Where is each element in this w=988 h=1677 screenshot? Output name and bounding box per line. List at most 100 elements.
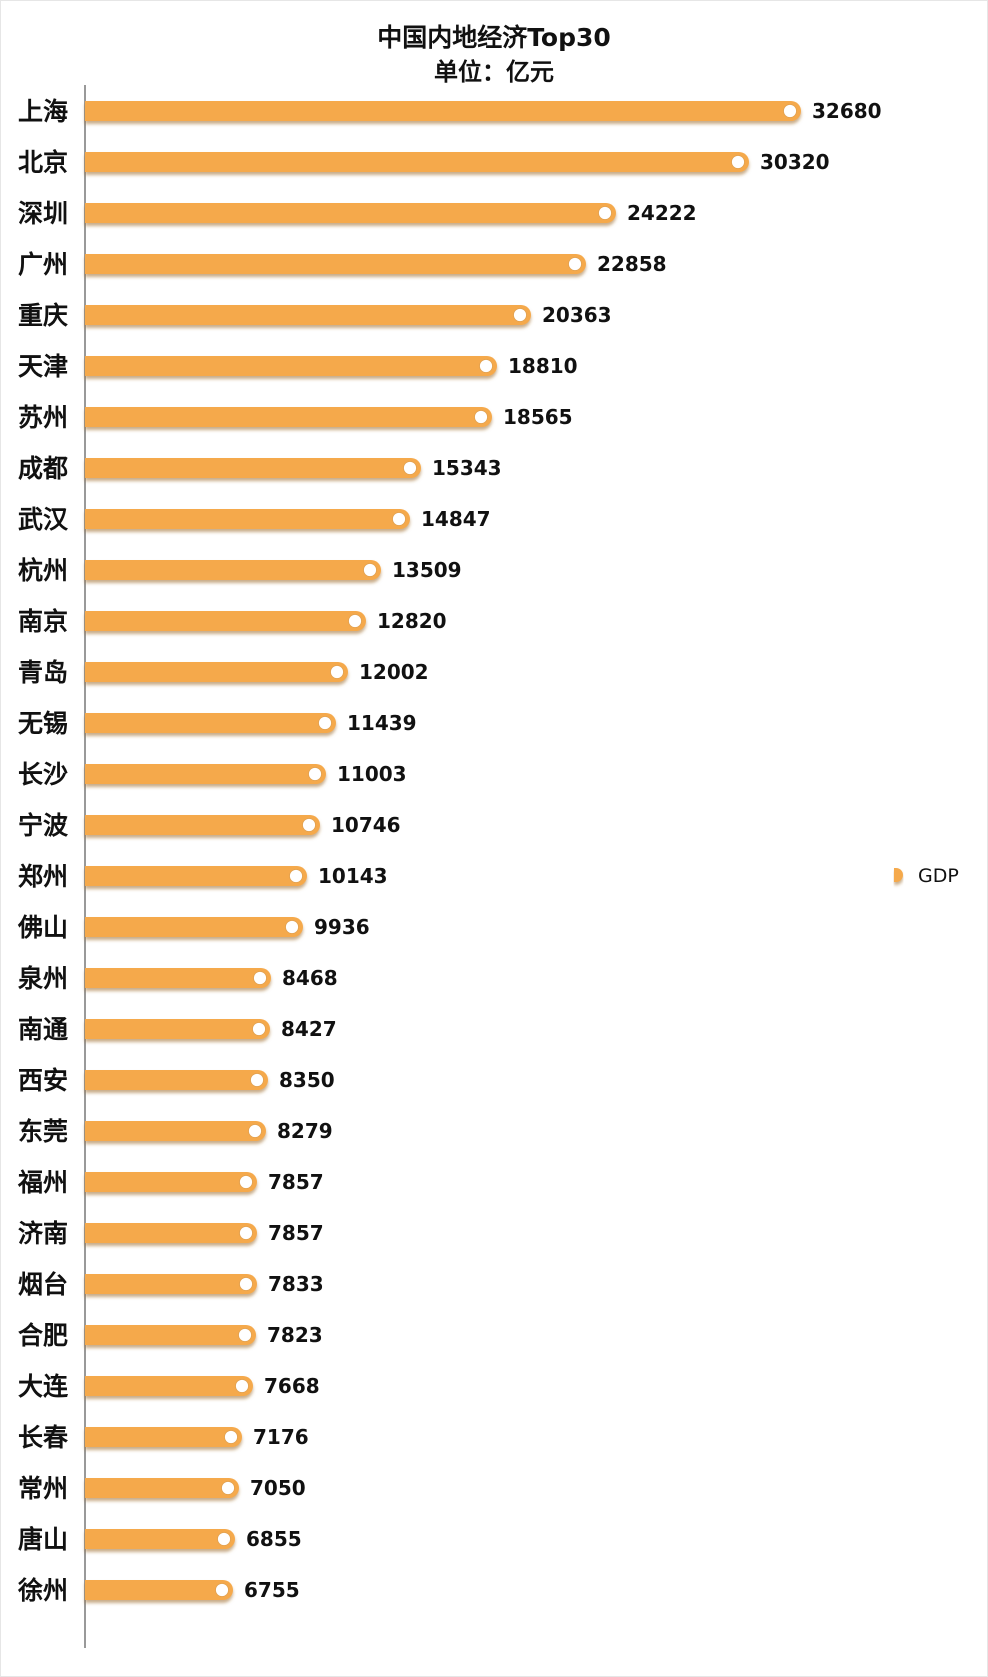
category-label: 济南 <box>18 1219 68 1248</box>
data-label: 6855 <box>246 1527 302 1551</box>
data-label: 11003 <box>337 762 407 786</box>
bar-end-marker <box>239 1175 253 1189</box>
bar-end-marker <box>308 767 322 781</box>
data-label: 7668 <box>264 1374 320 1398</box>
bar <box>85 101 801 121</box>
data-label: 8427 <box>281 1017 337 1041</box>
data-label: 10143 <box>318 864 388 888</box>
legend-label: GDP <box>918 865 959 887</box>
data-label: 18810 <box>508 354 578 378</box>
data-label: 12820 <box>377 609 447 633</box>
bar-end-marker <box>289 869 303 883</box>
bar <box>85 1376 253 1396</box>
bar <box>85 152 749 172</box>
bar-end-marker <box>474 410 488 424</box>
category-label: 上海 <box>18 97 68 126</box>
bar <box>85 866 307 886</box>
bar-end-marker <box>238 1328 252 1342</box>
bar-end-marker <box>403 461 417 475</box>
bar <box>85 1019 270 1039</box>
data-label: 7176 <box>253 1425 309 1449</box>
bar-end-marker <box>479 359 493 373</box>
category-label: 郑州 <box>18 862 68 891</box>
bar-end-marker <box>217 1532 231 1546</box>
data-label: 7857 <box>268 1221 324 1245</box>
data-label: 20363 <box>542 303 612 327</box>
bar <box>85 764 326 784</box>
bar <box>85 1427 242 1447</box>
bar-end-marker <box>285 920 299 934</box>
category-label: 福州 <box>17 1168 68 1197</box>
category-label: 深圳 <box>18 199 68 228</box>
bar <box>85 1529 235 1549</box>
category-label: 南京 <box>18 607 68 636</box>
data-label: 11439 <box>347 711 417 735</box>
bar-end-marker <box>302 818 316 832</box>
bar-end-marker <box>363 563 377 577</box>
bar-end-marker <box>330 665 344 679</box>
data-label: 22858 <box>597 252 667 276</box>
bar-end-marker <box>731 155 745 169</box>
data-label: 18565 <box>503 405 573 429</box>
category-label: 南通 <box>18 1015 68 1044</box>
category-label: 重庆 <box>18 301 68 330</box>
bar <box>85 917 303 937</box>
chart-title: 中国内地经济Top30 <box>377 23 611 52</box>
category-label: 大连 <box>18 1372 69 1401</box>
category-label: 佛山 <box>17 913 68 942</box>
data-label: 8350 <box>279 1068 335 1092</box>
bar <box>85 1325 256 1345</box>
category-label: 青岛 <box>18 658 68 687</box>
category-label: 杭州 <box>18 556 68 585</box>
category-label: 合肥 <box>18 1321 68 1350</box>
bar <box>85 1070 268 1090</box>
bar <box>85 1121 266 1141</box>
bar <box>85 407 492 427</box>
category-label: 北京 <box>18 148 68 177</box>
bar <box>85 356 497 376</box>
bar-end-marker <box>568 257 582 271</box>
category-label: 广州 <box>18 250 68 279</box>
bar <box>85 968 271 988</box>
bar <box>85 611 366 631</box>
data-label: 30320 <box>760 150 830 174</box>
bar-end-marker <box>215 1583 229 1597</box>
category-label: 天津 <box>18 352 68 381</box>
bar <box>85 1478 239 1498</box>
category-label: 宁波 <box>18 811 69 840</box>
category-label: 唐山 <box>18 1525 68 1554</box>
category-label: 无锡 <box>18 709 68 738</box>
bar <box>85 203 616 223</box>
data-label: 13509 <box>392 558 462 582</box>
category-label: 长沙 <box>18 760 68 789</box>
category-label: 泉州 <box>18 964 68 993</box>
bar-end-marker <box>253 971 267 985</box>
bar-end-marker <box>392 512 406 526</box>
bar <box>85 560 381 580</box>
chart-subtitle: 单位：亿元 <box>434 58 554 86</box>
data-label: 7823 <box>267 1323 323 1347</box>
bar-end-marker <box>598 206 612 220</box>
bar <box>85 254 586 274</box>
bar <box>85 458 421 478</box>
category-label: 苏州 <box>18 403 68 432</box>
bar <box>85 305 531 325</box>
data-label: 8279 <box>277 1119 333 1143</box>
bar-end-marker <box>250 1073 264 1087</box>
category-label: 长春 <box>18 1423 68 1452</box>
bar <box>85 509 410 529</box>
category-label: 徐州 <box>17 1576 68 1605</box>
data-label: 15343 <box>432 456 502 480</box>
bar-end-marker <box>248 1124 262 1138</box>
bar-end-marker <box>783 104 797 118</box>
category-label: 西安 <box>18 1066 68 1095</box>
legend-swatch <box>894 868 903 882</box>
category-label: 常州 <box>18 1474 68 1503</box>
bar <box>85 815 320 835</box>
data-label: 7050 <box>250 1476 306 1500</box>
category-label: 武汉 <box>18 505 69 534</box>
bar-end-marker <box>348 614 362 628</box>
data-label: 24222 <box>627 201 697 225</box>
